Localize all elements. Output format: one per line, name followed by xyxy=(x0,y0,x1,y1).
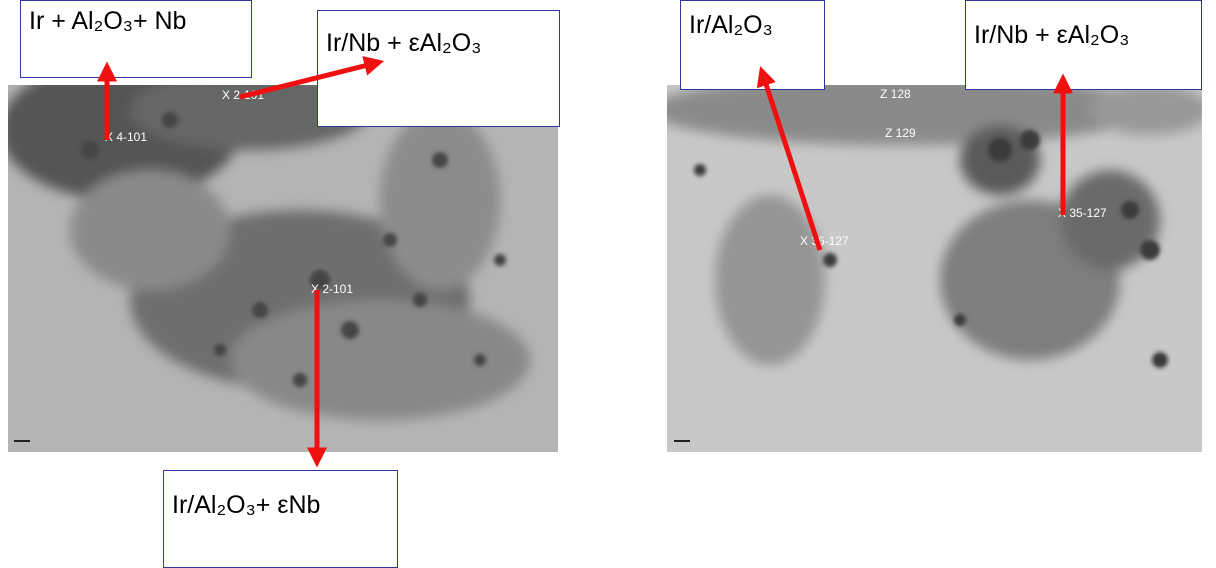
point-label: X 36-127 xyxy=(800,234,849,248)
point-label: X 2-101 xyxy=(222,88,264,102)
tem-image-left xyxy=(8,85,558,452)
label-box: Ir/Nb + εAl₂O₃ xyxy=(965,0,1202,90)
tem-image-right xyxy=(667,85,1202,452)
label-box: Ir/Nb + εAl₂O₃ xyxy=(317,10,560,127)
label-box: Ir/Al₂O₃+ εNb xyxy=(163,470,398,568)
point-label: X 2-101 xyxy=(311,282,353,296)
label-box: Ir + Al₂O₃+ Nb xyxy=(20,0,252,78)
point-label: X 4-101 xyxy=(105,130,147,144)
point-label: X 35-127 xyxy=(1058,206,1107,220)
point-label: Z 129 xyxy=(885,126,916,140)
label-box: Ir/Al₂O₃ xyxy=(680,0,825,90)
point-label: Z 128 xyxy=(880,87,911,101)
